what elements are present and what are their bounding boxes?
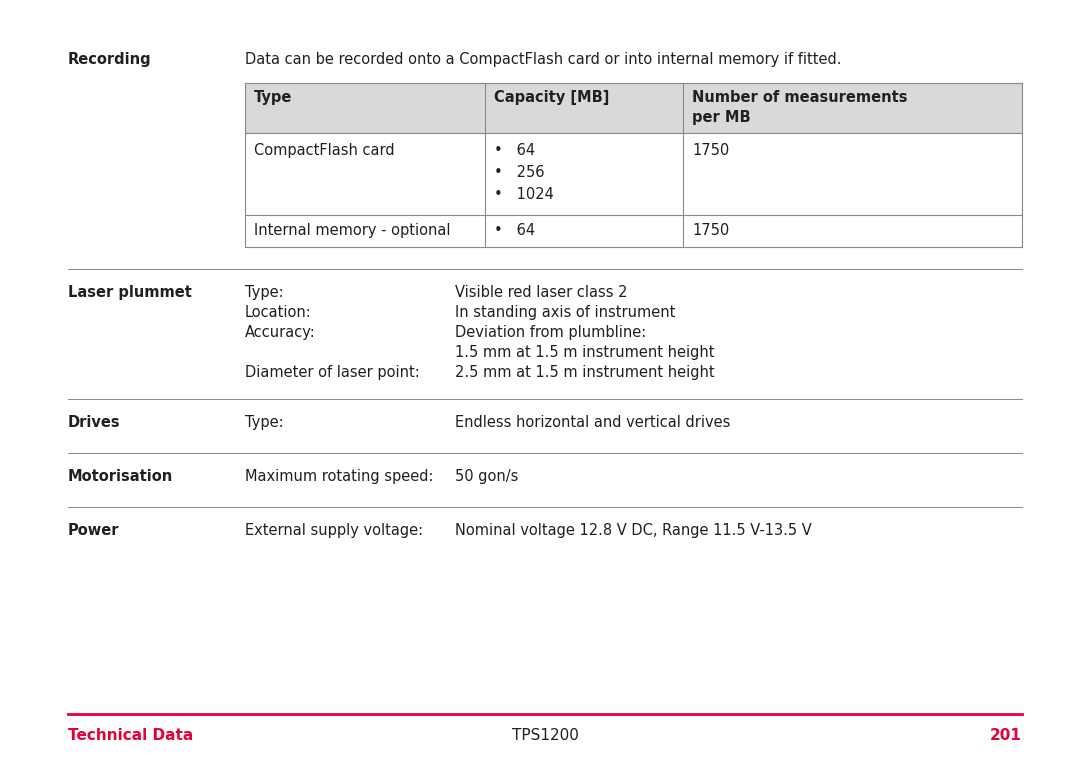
Text: Capacity [MB]: Capacity [MB] (494, 90, 609, 105)
Text: Type: Type (254, 90, 293, 105)
Text: Visible red laser class 2: Visible red laser class 2 (455, 285, 627, 300)
Text: 1750: 1750 (692, 223, 729, 238)
Text: 1.5 mm at 1.5 m instrument height: 1.5 mm at 1.5 m instrument height (455, 345, 715, 360)
Text: External supply voltage:: External supply voltage: (245, 523, 423, 538)
Text: 2.5 mm at 1.5 m instrument height: 2.5 mm at 1.5 m instrument height (455, 365, 715, 380)
Text: Internal memory - optional: Internal memory - optional (254, 223, 450, 238)
Text: Technical Data: Technical Data (68, 728, 193, 743)
Text: TPS1200: TPS1200 (512, 728, 579, 743)
Bar (245, 83, 1022, 133)
Text: Power: Power (68, 523, 120, 538)
Text: Type:: Type: (245, 415, 284, 430)
Text: Deviation from plumbline:: Deviation from plumbline: (455, 325, 646, 340)
Text: Data can be recorded onto a CompactFlash card or into internal memory if fitted.: Data can be recorded onto a CompactFlash… (245, 52, 841, 67)
Text: In standing axis of instrument: In standing axis of instrument (455, 305, 675, 320)
Text: Location:: Location: (245, 305, 312, 320)
Text: Diameter of laser point:: Diameter of laser point: (245, 365, 420, 380)
Text: 50 gon/s: 50 gon/s (455, 469, 518, 484)
Text: Drives: Drives (68, 415, 121, 430)
Text: Maximum rotating speed:: Maximum rotating speed: (245, 469, 433, 484)
Text: •   1024: • 1024 (494, 187, 554, 202)
Text: •   256: • 256 (494, 165, 544, 180)
Text: Motorisation: Motorisation (68, 469, 173, 484)
Text: 201: 201 (990, 728, 1022, 743)
Text: Laser plummet: Laser plummet (68, 285, 192, 300)
Text: Recording: Recording (68, 52, 151, 67)
Text: Type:: Type: (245, 285, 284, 300)
Text: Endless horizontal and vertical drives: Endless horizontal and vertical drives (455, 415, 730, 430)
Text: CompactFlash card: CompactFlash card (254, 143, 394, 158)
Text: Number of measurements
per MB: Number of measurements per MB (692, 90, 907, 125)
Text: Accuracy:: Accuracy: (245, 325, 315, 340)
Text: •   64: • 64 (494, 143, 535, 158)
Text: •   64: • 64 (494, 223, 535, 238)
Text: 1750: 1750 (692, 143, 729, 158)
Text: Nominal voltage 12.8 V DC, Range 11.5 V-13.5 V: Nominal voltage 12.8 V DC, Range 11.5 V-… (455, 523, 812, 538)
